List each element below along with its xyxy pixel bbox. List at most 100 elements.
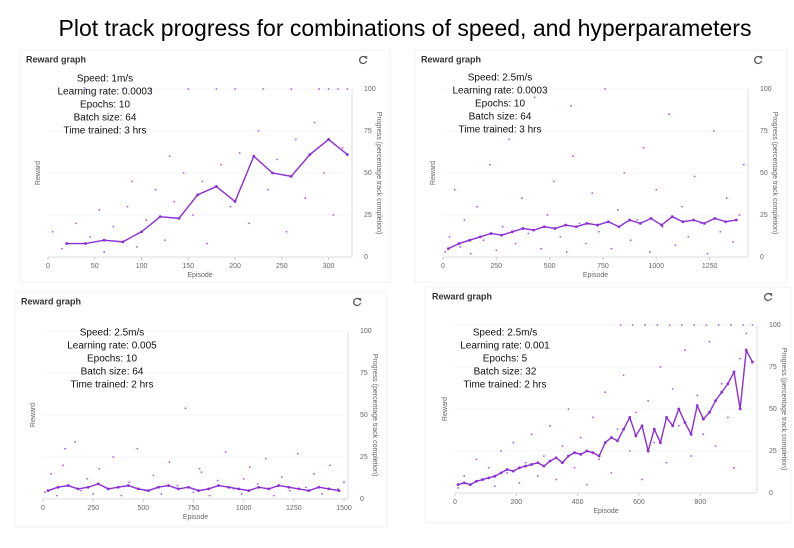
reward-point [182, 172, 185, 174]
reward-point [521, 197, 523, 200]
x-tick-label: 1500 [336, 505, 352, 512]
reward-point [693, 175, 696, 178]
progress-marker [500, 233, 504, 237]
panel [414, 49, 788, 283]
reward-point [668, 113, 670, 116]
reward-point [622, 374, 625, 377]
reward-point [50, 472, 52, 475]
progress-marker [701, 417, 705, 421]
reward-point [224, 451, 227, 453]
y2-tick-label: 100 [360, 328, 372, 335]
y2-tick-label: 0 [360, 496, 364, 503]
y2-tick-label: 75 [760, 128, 768, 135]
y2-tick-label: 50 [760, 170, 768, 177]
progress-marker [692, 218, 696, 222]
y2-axis-label: Progress (percentage track completion) [375, 112, 382, 235]
reward-point [508, 138, 511, 141]
reward-point [598, 458, 601, 461]
progress-marker [102, 238, 106, 242]
y2-tick-label: 25 [360, 454, 368, 461]
page-title: Plot track progress for combinations of … [59, 15, 752, 41]
reward-point [591, 192, 594, 195]
progress-marker [84, 242, 87, 245]
reward-point [154, 188, 157, 191]
refresh-arrow [769, 293, 773, 297]
reward-point [712, 130, 715, 132]
x-tick-label: 0 [453, 499, 457, 506]
reward-point [680, 205, 683, 208]
reward-point [717, 324, 720, 326]
progress-marker [671, 424, 675, 428]
y2-tick-label: 25 [364, 212, 372, 219]
refresh-arrow [364, 56, 368, 60]
progress-marker [271, 171, 274, 175]
annotation: Epochs: 10 [475, 99, 525, 110]
progress-marker [689, 432, 693, 436]
progress-marker [738, 407, 742, 411]
reward-point [313, 121, 316, 124]
reward-point [327, 88, 330, 90]
progress-marker [478, 235, 482, 239]
reward-point [62, 464, 64, 467]
x-tick-label: 500 [137, 505, 149, 512]
x-tick-label: 0 [46, 263, 50, 270]
reward-point [192, 491, 195, 494]
reward-point [216, 479, 219, 482]
progress-marker [187, 485, 190, 489]
reward-point [61, 247, 63, 250]
y2-tick-label: 25 [769, 448, 777, 455]
reward-point [200, 471, 203, 474]
y2-tick-label: 75 [364, 128, 372, 135]
reward-point [112, 456, 115, 458]
reward-point [323, 172, 325, 174]
reward-point [176, 484, 179, 487]
reward-point [187, 88, 190, 90]
reward-point [64, 447, 66, 450]
progress-marker [196, 193, 200, 197]
x-tick-label: 300 [323, 263, 335, 270]
progress-marker [66, 484, 70, 487]
reward-point [457, 487, 459, 489]
annotation: Learning rate: 0.005 [67, 341, 157, 352]
progress-marker [217, 484, 220, 487]
annotation: Epochs: 5 [483, 354, 528, 365]
reward-point [103, 251, 106, 253]
reward-point [579, 436, 582, 439]
reward-point [341, 146, 344, 149]
progress-marker [574, 225, 578, 229]
reward-point [56, 494, 58, 497]
reward-point [75, 222, 77, 225]
reward-point [264, 457, 267, 460]
reward-point [536, 475, 539, 478]
reward-point [524, 461, 527, 464]
reward-point [527, 232, 530, 235]
reward-point [329, 464, 331, 467]
reward-point [726, 416, 729, 419]
progress-marker [327, 487, 331, 491]
x-tick-label: 250 [490, 263, 502, 270]
progress-marker [56, 485, 60, 489]
progress-marker [548, 459, 552, 463]
x-tick-label: 750 [188, 505, 200, 512]
progress-marker [233, 200, 237, 203]
annotation: Time trained: 3 hrs [64, 126, 147, 137]
reward-point [343, 481, 345, 484]
reward-point [653, 441, 656, 444]
reward-point [733, 466, 735, 469]
reward-point [294, 138, 297, 141]
reward-point [160, 493, 163, 495]
reward-point [604, 88, 606, 90]
reward-point [149, 88, 152, 90]
progress-marker [227, 485, 231, 489]
progress-marker [446, 247, 450, 251]
reward-point [463, 219, 466, 221]
progress-marker [489, 232, 493, 235]
reward-point [459, 246, 461, 248]
annotation: Speed: 2.5m/s [473, 328, 537, 339]
progress-marker [726, 382, 730, 386]
progress-marker [724, 220, 728, 224]
progress-marker [505, 468, 509, 471]
reward-point [572, 155, 575, 158]
reward-point [687, 235, 690, 238]
y2-tick-label: 0 [769, 490, 773, 497]
